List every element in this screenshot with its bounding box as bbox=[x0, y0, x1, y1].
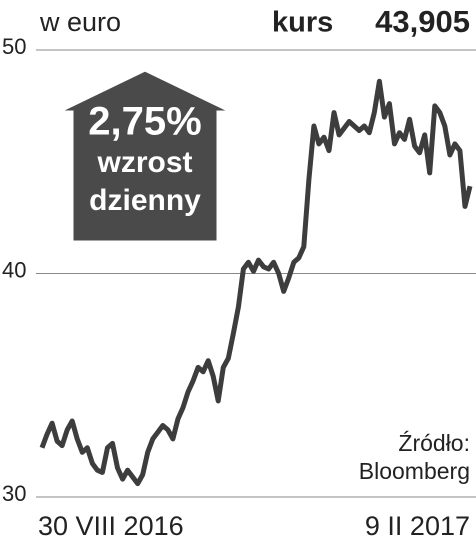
y-tick-label: 50 bbox=[2, 34, 26, 59]
x-tick-label: 30 VIII 2016 bbox=[38, 511, 184, 541]
source-name: Bloomberg bbox=[359, 458, 470, 484]
badge bbox=[57, 68, 233, 244]
y-tick-label: 40 bbox=[2, 257, 26, 282]
y-tick-label: 30 bbox=[2, 481, 26, 506]
badge-text: dzienny bbox=[89, 184, 201, 217]
badge-text: wzrost bbox=[96, 146, 192, 179]
source-label: Źródło: bbox=[398, 430, 470, 456]
unit-label: w euro bbox=[39, 7, 121, 37]
plot: 30 40 50 30 VIII 2016 9 II 2017 bbox=[2, 34, 476, 541]
price: 43,905 bbox=[375, 4, 470, 39]
badge-change: 2,75% bbox=[88, 100, 201, 144]
price-label: kurs bbox=[272, 7, 333, 39]
x-tick-label: 9 II 2017 bbox=[365, 511, 470, 541]
price-line bbox=[39, 78, 473, 487]
